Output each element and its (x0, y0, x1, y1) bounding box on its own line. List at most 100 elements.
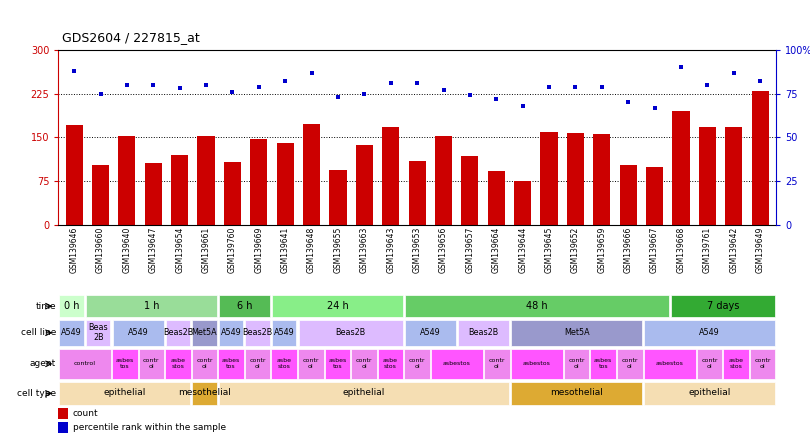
Bar (404, 349, 430, 379)
Bar (356, 145, 373, 225)
Bar (511, 320, 642, 346)
Bar (86, 295, 217, 317)
Text: asbes
tos: asbes tos (594, 358, 612, 369)
Text: asbe
stos: asbe stos (383, 358, 398, 369)
Bar (250, 139, 267, 225)
Point (68, 67, 81, 74)
Text: asbes
tos: asbes tos (328, 358, 347, 369)
Point (437, 87, 450, 94)
Text: Beas
2B: Beas 2B (88, 322, 108, 342)
Point (622, 99, 635, 106)
Text: GSM139663: GSM139663 (360, 226, 369, 273)
Text: 7 days: 7 days (706, 301, 739, 311)
Text: GSM139643: GSM139643 (386, 226, 395, 273)
Bar (219, 349, 244, 379)
Bar (272, 320, 296, 346)
Text: mesothelial: mesothelial (550, 388, 603, 397)
Point (675, 64, 688, 71)
Point (331, 94, 344, 101)
Text: Met5A: Met5A (564, 328, 590, 337)
Text: GSM139645: GSM139645 (544, 226, 553, 273)
Text: contr
ol: contr ol (356, 358, 373, 369)
Text: GSM139666: GSM139666 (624, 226, 633, 273)
Text: count: count (73, 409, 99, 418)
Bar (58, 408, 67, 419)
Bar (277, 143, 294, 225)
Text: Beas2B: Beas2B (335, 328, 366, 337)
Text: GSM139668: GSM139668 (676, 226, 685, 273)
Bar (198, 136, 215, 225)
Text: asbe
stos: asbe stos (277, 358, 292, 369)
Text: GSM139660: GSM139660 (96, 226, 105, 273)
Text: GSM139649: GSM139649 (756, 226, 765, 273)
Text: 0 h: 0 h (64, 301, 79, 311)
Text: contr
ol: contr ol (488, 358, 505, 369)
Text: contr
ol: contr ol (196, 358, 213, 369)
Text: 1 h: 1 h (143, 301, 159, 311)
Bar (646, 166, 663, 225)
Text: GSM139667: GSM139667 (650, 226, 659, 273)
Point (490, 95, 503, 103)
Bar (405, 295, 668, 317)
Bar (644, 381, 775, 405)
Bar (408, 161, 426, 225)
Text: epithelial: epithelial (343, 388, 386, 397)
Bar (145, 163, 162, 225)
Bar (593, 135, 611, 225)
Bar (219, 295, 270, 317)
Text: asbes
tos: asbes tos (116, 358, 134, 369)
Bar (224, 162, 241, 225)
Bar (245, 320, 270, 346)
Bar (484, 349, 509, 379)
Bar (405, 320, 456, 346)
Bar (462, 156, 479, 225)
Bar (540, 131, 557, 225)
Text: asbestos: asbestos (522, 361, 551, 366)
Bar (431, 349, 483, 379)
Text: agent: agent (30, 359, 56, 369)
Text: asbestos: asbestos (443, 361, 471, 366)
Bar (166, 320, 190, 346)
Text: 48 h: 48 h (526, 301, 548, 311)
Text: asbes
tos: asbes tos (222, 358, 241, 369)
Text: A549: A549 (699, 328, 720, 337)
Text: contr
ol: contr ol (143, 358, 160, 369)
Text: asbe
stos: asbe stos (729, 358, 744, 369)
Bar (725, 127, 742, 225)
Bar (723, 349, 749, 379)
Point (358, 90, 371, 97)
Text: contr
ol: contr ol (569, 358, 585, 369)
Text: GSM139646: GSM139646 (70, 226, 79, 273)
Text: GSM139655: GSM139655 (334, 226, 343, 273)
Text: epithelial: epithelial (104, 388, 146, 397)
Bar (352, 349, 377, 379)
Text: mesothelial: mesothelial (178, 388, 231, 397)
Text: contr
ol: contr ol (754, 358, 771, 369)
Text: GSM139642: GSM139642 (729, 226, 738, 273)
Point (121, 81, 134, 88)
Bar (620, 166, 637, 225)
Text: GDS2604 / 227815_at: GDS2604 / 227815_at (62, 32, 200, 44)
Text: GSM139640: GSM139640 (122, 226, 131, 273)
Text: control: control (74, 361, 96, 366)
Bar (435, 136, 452, 225)
Text: contr
ol: contr ol (249, 358, 266, 369)
Text: GSM139657: GSM139657 (466, 226, 475, 273)
Bar (272, 295, 403, 317)
Bar (245, 349, 271, 379)
Bar (752, 91, 769, 225)
Bar (112, 349, 138, 379)
Bar (66, 125, 83, 225)
Text: cell type: cell type (17, 389, 56, 398)
Bar (192, 320, 217, 346)
Point (384, 79, 397, 87)
Text: time: time (36, 301, 56, 311)
Point (753, 78, 766, 85)
Text: epithelial: epithelial (688, 388, 731, 397)
Bar (303, 124, 320, 225)
Point (226, 88, 239, 95)
Text: asbestos: asbestos (656, 361, 684, 366)
Text: contr
ol: contr ol (621, 358, 638, 369)
Text: GSM139661: GSM139661 (202, 226, 211, 273)
Text: 24 h: 24 h (326, 301, 348, 311)
